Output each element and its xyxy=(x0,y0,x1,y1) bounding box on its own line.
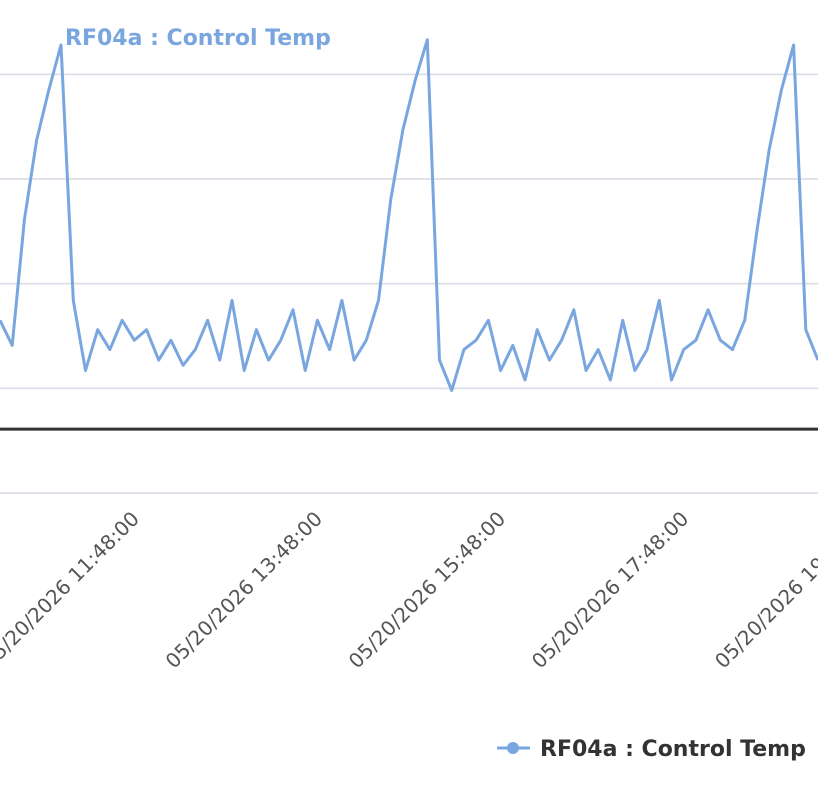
legend-label: RF04a : Control Temp xyxy=(540,737,806,762)
legend-marker xyxy=(507,742,519,754)
x-tick-label: 05/20/2026 15:48:00 xyxy=(344,507,511,674)
chart-title: RF04a : Control Temp xyxy=(65,26,331,51)
x-tick-label: 05/20/2026 11:48:00 xyxy=(0,507,144,674)
series-line xyxy=(0,38,818,392)
x-tick-label: 05/20/2026 19:48:00 xyxy=(710,507,818,674)
x-tick-label: 05/20/2026 17:48:00 xyxy=(527,507,694,674)
x-tick-label: 05/20/2026 13:48:00 xyxy=(161,507,328,674)
